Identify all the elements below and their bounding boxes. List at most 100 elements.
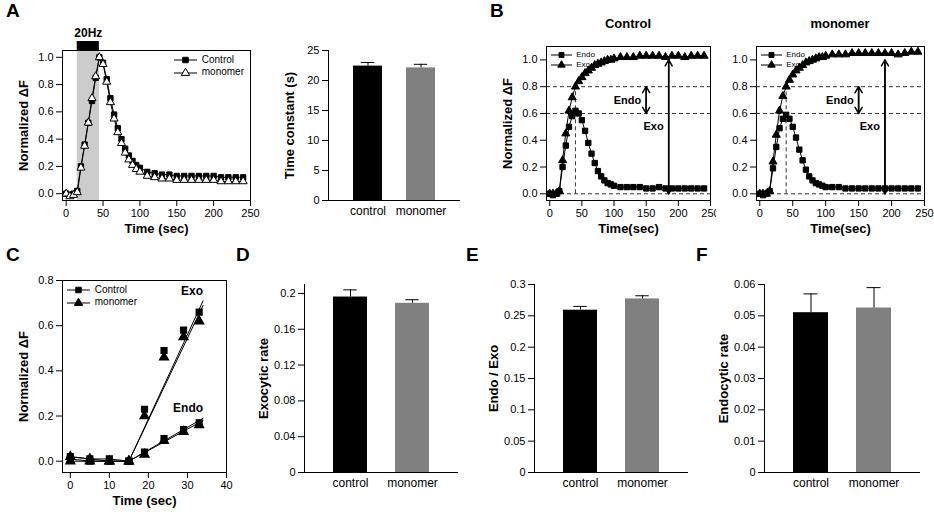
svg-text:control: control xyxy=(332,476,368,490)
svg-text:Exo: Exo xyxy=(181,284,203,298)
svg-text:monomer: monomer xyxy=(387,476,438,490)
svg-text:50: 50 xyxy=(787,207,799,219)
svg-text:0.4: 0.4 xyxy=(522,134,537,146)
svg-text:40: 40 xyxy=(220,479,232,491)
svg-text:monomer: monomer xyxy=(617,476,668,490)
svg-text:control: control xyxy=(350,204,386,218)
svg-text:Exo: Exo xyxy=(860,120,880,132)
svg-text:0.4: 0.4 xyxy=(732,134,747,146)
svg-text:0.03: 0.03 xyxy=(734,372,755,384)
svg-text:0.6: 0.6 xyxy=(732,107,747,119)
svg-text:0: 0 xyxy=(749,466,755,478)
svg-text:control: control xyxy=(562,476,598,490)
svg-text:0.08: 0.08 xyxy=(274,394,295,406)
svg-text:0.6: 0.6 xyxy=(38,105,53,117)
svg-text:200: 200 xyxy=(669,207,687,219)
svg-text:200: 200 xyxy=(204,207,222,219)
svg-text:0.0: 0.0 xyxy=(38,187,53,199)
svg-text:Normalized ΔF: Normalized ΔF xyxy=(16,331,31,422)
svg-text:Endo: Endo xyxy=(826,94,854,106)
svg-text:5: 5 xyxy=(313,164,319,176)
svg-text:10: 10 xyxy=(307,134,319,146)
svg-text:20Hz: 20Hz xyxy=(74,26,102,40)
svg-text:0: 0 xyxy=(289,466,295,478)
svg-text:100: 100 xyxy=(816,207,834,219)
svg-text:150: 150 xyxy=(637,207,655,219)
svg-text:1.0: 1.0 xyxy=(732,53,747,65)
svg-text:0.6: 0.6 xyxy=(522,107,537,119)
svg-text:0.2: 0.2 xyxy=(732,161,747,173)
svg-text:0.0: 0.0 xyxy=(38,455,53,467)
svg-text:15: 15 xyxy=(307,104,319,116)
html-text:A: A xyxy=(6,0,20,21)
svg-text:Endo: Endo xyxy=(173,401,203,415)
svg-text:0.2: 0.2 xyxy=(38,410,53,422)
svg-text:0.4: 0.4 xyxy=(38,133,53,145)
html-text:Control: Control xyxy=(604,16,652,31)
svg-text:250: 250 xyxy=(915,207,933,219)
svg-text:0.2: 0.2 xyxy=(280,287,295,299)
svg-text:150: 150 xyxy=(168,207,186,219)
svg-text:Normalized ΔF: Normalized ΔF xyxy=(16,80,31,171)
svg-text:10: 10 xyxy=(103,479,115,491)
svg-text:50: 50 xyxy=(97,207,109,219)
svg-text:0: 0 xyxy=(519,466,525,478)
svg-text:Endo: Endo xyxy=(614,94,642,106)
svg-text:Normalized ΔF: Normalized ΔF xyxy=(500,78,515,169)
svg-text:Time(sec): Time(sec) xyxy=(810,221,870,236)
svg-text:1.0: 1.0 xyxy=(522,53,537,65)
svg-text:Exo: Exo xyxy=(644,120,664,132)
svg-text:0.15: 0.15 xyxy=(504,372,525,384)
svg-text:control: control xyxy=(793,476,829,490)
svg-text:0: 0 xyxy=(547,207,553,219)
svg-text:0.0: 0.0 xyxy=(522,187,537,199)
svg-text:Endocytic rate: Endocytic rate xyxy=(716,334,731,424)
svg-text:30: 30 xyxy=(181,479,193,491)
svg-text:0.4: 0.4 xyxy=(38,364,53,376)
svg-text:0.05: 0.05 xyxy=(504,435,525,447)
svg-text:0: 0 xyxy=(67,479,73,491)
svg-text:0.8: 0.8 xyxy=(732,80,747,92)
svg-text:0.02: 0.02 xyxy=(734,403,755,415)
svg-text:0: 0 xyxy=(313,194,319,206)
svg-text:0.2: 0.2 xyxy=(522,161,537,173)
svg-text:20: 20 xyxy=(142,479,154,491)
svg-text:0.25: 0.25 xyxy=(504,309,525,321)
svg-text:0.12: 0.12 xyxy=(274,359,295,371)
svg-text:0.06: 0.06 xyxy=(734,278,755,290)
svg-text:100: 100 xyxy=(605,207,623,219)
svg-text:50: 50 xyxy=(576,207,588,219)
svg-text:monomer: monomer xyxy=(396,204,447,218)
svg-text:0.8: 0.8 xyxy=(38,274,53,286)
svg-text:monomer: monomer xyxy=(849,476,900,490)
svg-text:100: 100 xyxy=(131,207,149,219)
svg-text:Endo / Exo: Endo / Exo xyxy=(486,345,501,412)
svg-text:0.1: 0.1 xyxy=(510,403,525,415)
svg-text:0.04: 0.04 xyxy=(274,430,295,442)
svg-text:0.0: 0.0 xyxy=(732,187,747,199)
svg-text:Exocytic rate: Exocytic rate xyxy=(256,338,271,419)
svg-text:25: 25 xyxy=(307,44,319,56)
svg-text:0.2: 0.2 xyxy=(38,160,53,172)
svg-text:0: 0 xyxy=(63,207,69,219)
svg-text:0.8: 0.8 xyxy=(38,78,53,90)
svg-text:0.6: 0.6 xyxy=(38,319,53,331)
svg-text:Time(sec): Time(sec) xyxy=(598,221,658,236)
svg-text:Time (sec): Time (sec) xyxy=(112,493,176,508)
svg-text:0: 0 xyxy=(757,207,763,219)
svg-text:Time constant (s): Time constant (s) xyxy=(282,72,297,179)
svg-text:Time (sec): Time (sec) xyxy=(124,221,188,236)
svg-text:0.01: 0.01 xyxy=(734,435,755,447)
svg-text:150: 150 xyxy=(849,207,867,219)
html-text:monomer: monomer xyxy=(810,16,870,31)
svg-text:0.8: 0.8 xyxy=(522,80,537,92)
svg-text:0.3: 0.3 xyxy=(510,278,525,290)
svg-text:0.05: 0.05 xyxy=(734,309,755,321)
svg-text:0.04: 0.04 xyxy=(734,341,755,353)
svg-text:0.16: 0.16 xyxy=(274,323,295,335)
svg-text:0.2: 0.2 xyxy=(510,341,525,353)
svg-text:200: 200 xyxy=(882,207,900,219)
svg-text:1.0: 1.0 xyxy=(38,51,53,63)
svg-text:250: 250 xyxy=(241,207,259,219)
svg-text:20: 20 xyxy=(307,74,319,86)
